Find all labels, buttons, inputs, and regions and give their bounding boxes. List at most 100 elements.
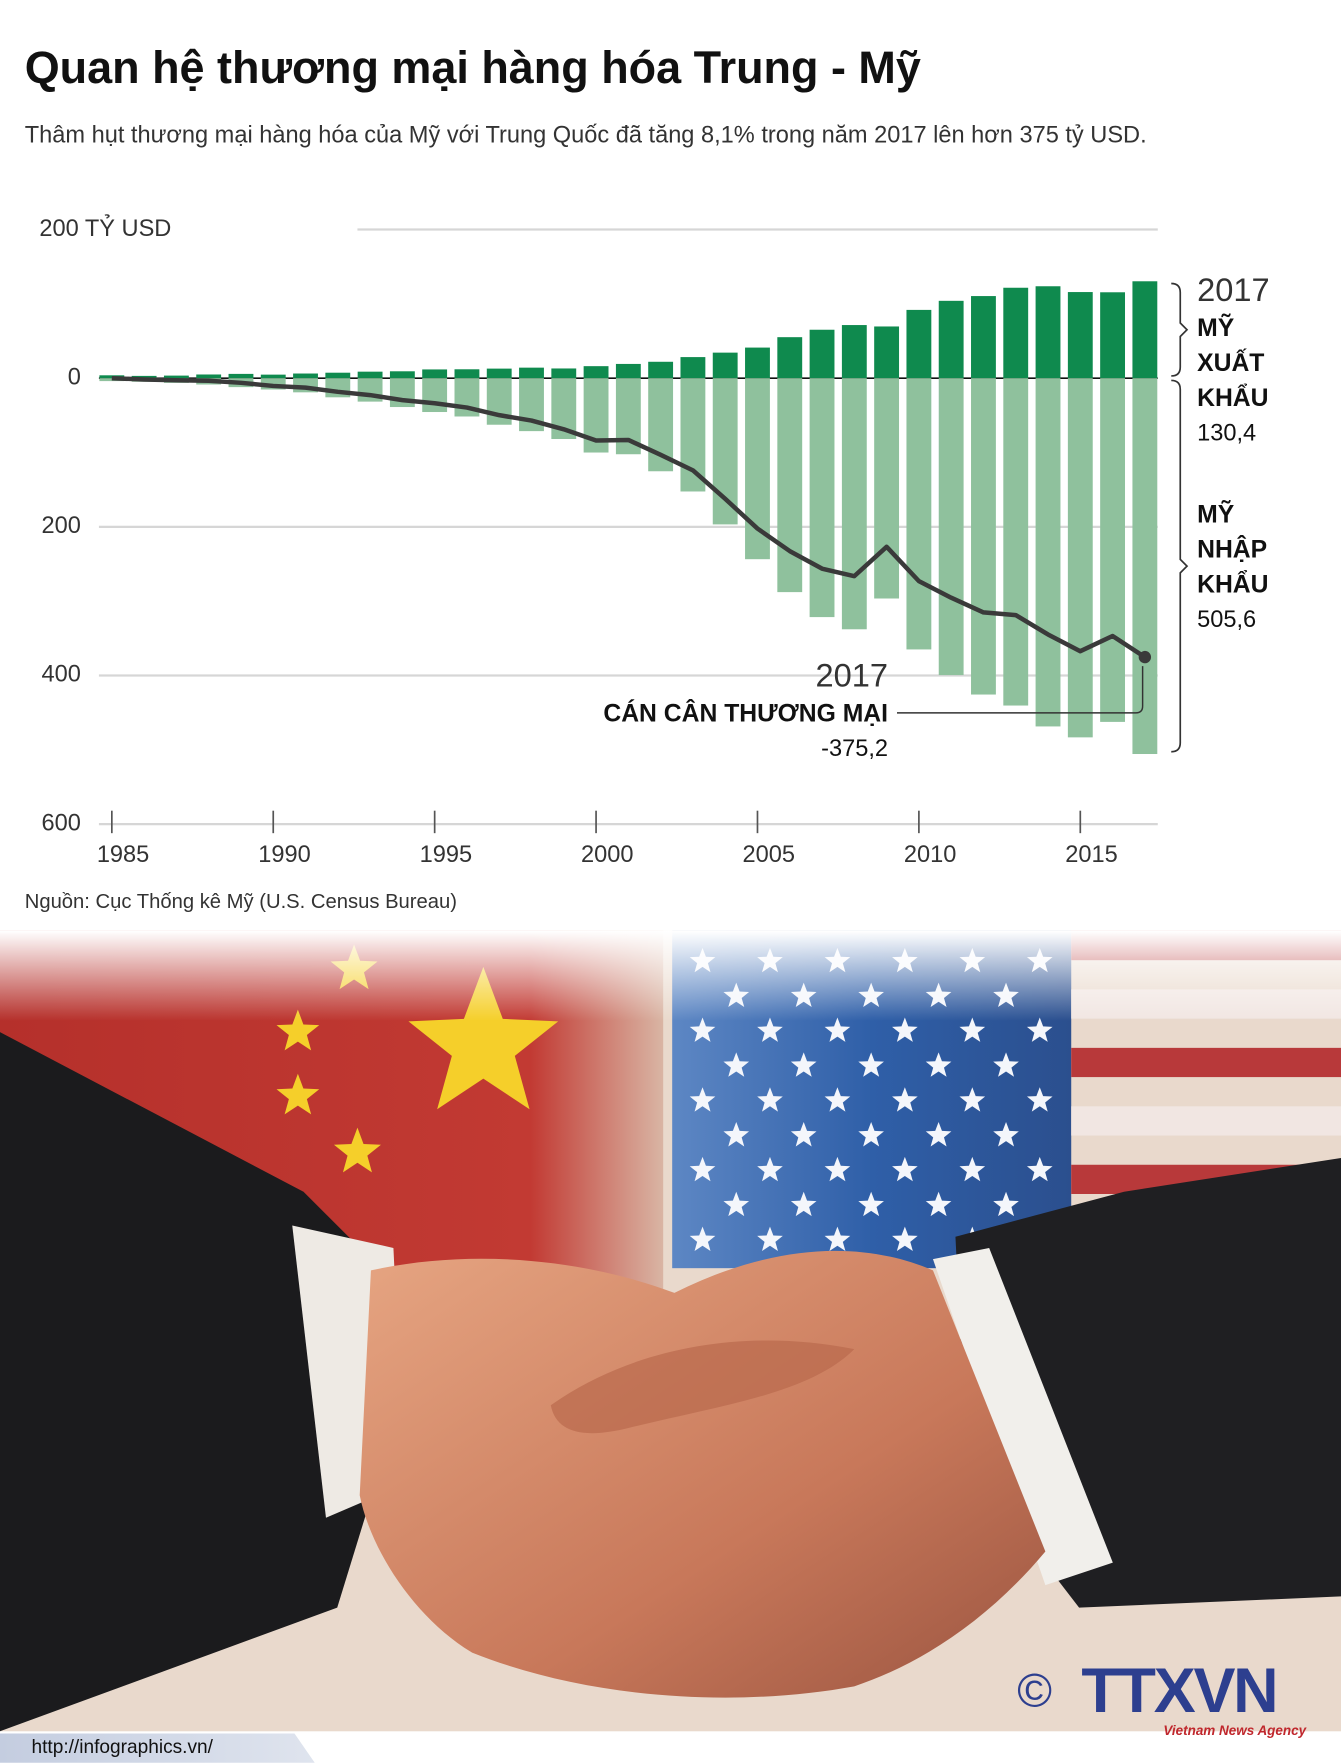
bar (874, 378, 900, 599)
chart-area: 200 TỶ USD 0 200 400 600 1985 1990 1995 2000 2005… (39, 213, 1269, 868)
bar (228, 373, 254, 379)
copyright-mark: © (1017, 1665, 1052, 1718)
agency-name: Vietnam News Agency (1163, 1723, 1307, 1738)
us-star (1026, 1017, 1053, 1042)
us-star (723, 1191, 750, 1217)
line-end-dot (1138, 650, 1152, 664)
us-star (892, 1226, 918, 1251)
bar (777, 337, 803, 379)
x-tick-label: 1985 (97, 842, 150, 868)
y-tick-label: 200 (42, 513, 81, 539)
bar (809, 329, 835, 379)
bar (1132, 378, 1158, 755)
us-star (1026, 1156, 1053, 1182)
bar (583, 366, 609, 379)
value-label: -375,2 (821, 736, 888, 762)
us-star (925, 1122, 952, 1147)
bar (519, 367, 544, 379)
x-tick-label: 2015 (1065, 842, 1118, 868)
bar (196, 374, 222, 379)
bar (712, 378, 738, 525)
us-star (790, 1122, 817, 1147)
us-star (723, 1052, 750, 1077)
left-sleeve (0, 1032, 383, 1732)
bar (745, 347, 770, 379)
bar (422, 369, 448, 379)
china-star (333, 1127, 381, 1173)
bar (357, 371, 383, 379)
annotation-year: 2017 (816, 657, 888, 694)
us-star (892, 1087, 918, 1112)
annotation-label: MỸ (1197, 501, 1235, 529)
us-star (925, 1052, 952, 1077)
us-star (689, 1156, 716, 1182)
bar (712, 352, 738, 379)
us-star (824, 1017, 851, 1042)
y-tick-label: 400 (42, 662, 81, 688)
us-star (757, 1226, 783, 1251)
bar (938, 378, 964, 676)
bar (1035, 378, 1061, 727)
us-star (858, 1122, 884, 1147)
bar (648, 361, 674, 379)
bar (325, 372, 351, 379)
bar (486, 368, 512, 379)
china-star (276, 1009, 320, 1051)
us-star (757, 1156, 783, 1182)
annotation-label: XUẤT (1197, 349, 1264, 377)
us-star (757, 1087, 783, 1112)
bar (680, 378, 706, 492)
bar (680, 357, 706, 379)
china-star (276, 1073, 320, 1115)
bar (1003, 378, 1029, 706)
photo-fade (0, 930, 1341, 1021)
bracket (1171, 282, 1189, 377)
bar (454, 369, 480, 379)
us-star (824, 1156, 851, 1182)
bar (1067, 378, 1093, 738)
us-star (892, 1017, 918, 1042)
us-star (689, 1226, 716, 1251)
chart-subtitle: Thâm hụt thương mại hàng hóa của Mỹ với … (25, 122, 1147, 148)
x-tick-label: 1995 (420, 842, 473, 868)
x-tick-label: 2005 (742, 842, 795, 868)
us-star (824, 1226, 851, 1251)
bar (260, 374, 286, 379)
bar (615, 363, 641, 379)
y-tick-label: 0 (68, 364, 81, 390)
bracket (1171, 379, 1189, 753)
us-star (824, 1087, 851, 1112)
annotation-label: NHẬP (1197, 535, 1267, 563)
bar (551, 368, 577, 379)
annotation-label: MỸ (1197, 314, 1235, 342)
annotation-year: 2017 (1197, 271, 1269, 308)
stripe (1071, 1047, 1341, 1078)
annotation-label: KHẨU (1197, 570, 1268, 598)
hand-shadow (550, 1340, 855, 1434)
x-tick-label: 2010 (904, 842, 957, 868)
bar (906, 309, 932, 379)
us-star (959, 1087, 986, 1112)
us-star (993, 1052, 1019, 1077)
us-star (892, 1156, 918, 1182)
us-star (993, 1191, 1019, 1217)
balance-line (111, 375, 1147, 659)
us-star (689, 1017, 716, 1042)
logo: TTXVN (1081, 1656, 1276, 1726)
bar (131, 375, 157, 379)
china-star (408, 966, 559, 1110)
us-star (1026, 1087, 1053, 1112)
right-cuff (932, 1247, 1113, 1586)
us-star (858, 1052, 884, 1077)
us-star (790, 1191, 817, 1217)
chart-title: Quan hệ thương mại hàng hóa Trung - Mỹ (25, 42, 921, 93)
value-label: 130,4 (1197, 420, 1256, 446)
us-star (790, 1052, 817, 1077)
bar (163, 375, 189, 379)
bar (841, 378, 867, 630)
bar (971, 296, 996, 379)
bar (809, 378, 835, 618)
leader-line (896, 666, 1144, 714)
bar (971, 378, 996, 695)
